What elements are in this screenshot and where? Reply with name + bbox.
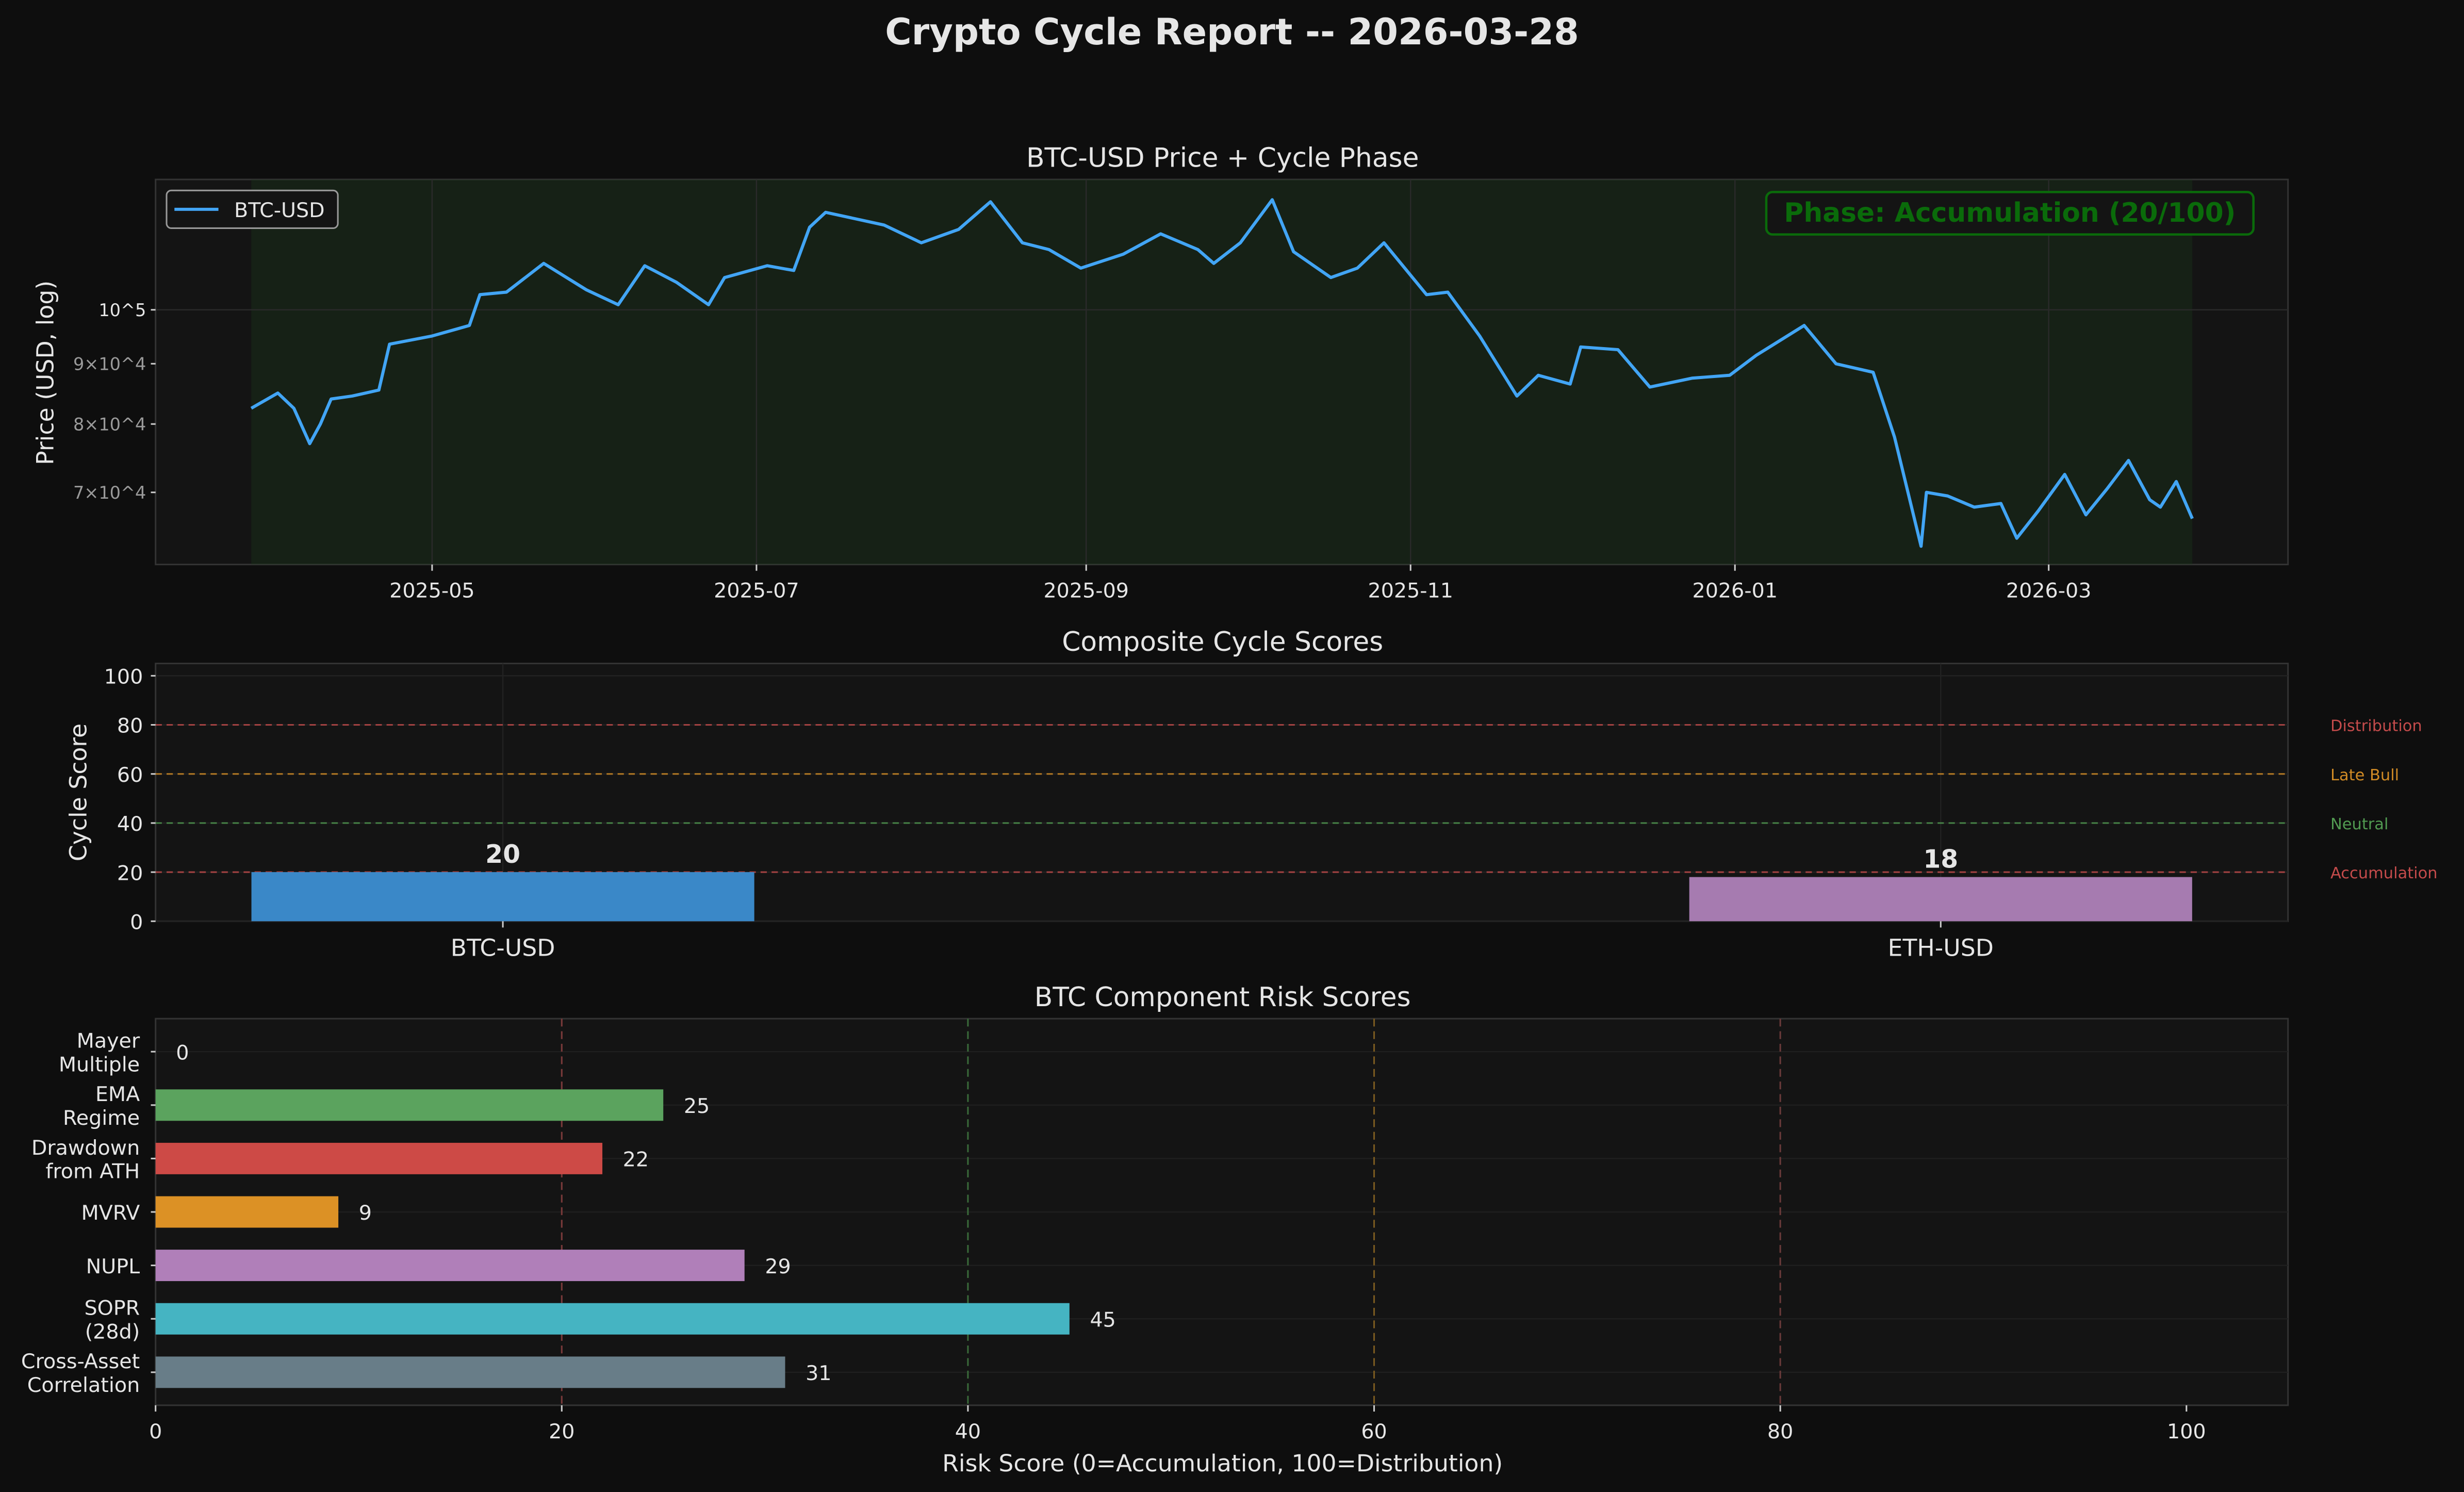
risk-score-panel: BTC Component Risk Scores Risk Score (0=…	[21, 982, 2289, 1477]
risk-panel-title: BTC Component Risk Scores	[1034, 982, 1411, 1013]
y-tick-label: 8×10^4	[73, 414, 146, 434]
x-tick-label: ETH-USD	[1888, 934, 1994, 961]
x-tick-label: 80	[1767, 1420, 1793, 1444]
y-tick-label-line: MVRV	[81, 1201, 140, 1225]
y-tick-label-line: (28d)	[85, 1320, 140, 1343]
y-tick-label: SOPR (28d)	[84, 1297, 140, 1344]
cycle-panel-title: Composite Cycle Scores	[1062, 627, 1383, 658]
y-tick-label: 60	[117, 763, 143, 787]
y-tick-label-line: Correlation	[27, 1373, 140, 1397]
threshold-label: Neutral	[2330, 815, 2388, 833]
phase-annotation: Phase: Accumulation (20/100)	[1765, 191, 2255, 236]
bar-data-label: 0	[176, 1041, 189, 1064]
risk-score-bar	[155, 1089, 664, 1121]
x-tick-label: 40	[955, 1420, 981, 1444]
phase-annotation-box	[1765, 191, 2255, 236]
bar-data-label: 22	[623, 1148, 649, 1172]
risk-score-bar	[155, 1303, 1070, 1335]
x-tick-label: BTC-USD	[451, 934, 555, 961]
threshold-label: Late Bull	[2330, 766, 2399, 784]
risk-score-bar	[155, 1142, 603, 1174]
y-tick-label-line: from ATH	[45, 1159, 140, 1183]
price-y-label: Price (USD, log)	[32, 281, 59, 465]
y-tick-label-line: Regime	[63, 1106, 140, 1130]
risk-score-bar	[155, 1196, 339, 1228]
cycle-score-panel: Composite Cycle Scores Cycle Score 0 20 40…	[65, 627, 2438, 961]
bar-data-label: 29	[765, 1255, 791, 1278]
price-panel-title: BTC-USD Price + Cycle Phase	[1026, 143, 1419, 174]
x-tick-label: 2026-03	[2006, 579, 2092, 603]
bar-data-label: 20	[485, 840, 520, 869]
x-tick-label: 20	[549, 1420, 574, 1444]
risk-score-bar	[155, 1250, 745, 1282]
y-tick-label-line: SOPR	[84, 1297, 140, 1320]
price-legend: BTC-USD	[166, 189, 339, 229]
y-tick-label: 9×10^4	[73, 354, 146, 374]
x-tick-label: 2025-11	[1368, 579, 1453, 603]
x-tick-label: 2025-05	[389, 579, 475, 603]
y-tick-label-line: Drawdown	[31, 1136, 140, 1160]
bar-data-label: 9	[359, 1201, 372, 1225]
x-tick-label: 2025-07	[714, 579, 799, 603]
y-tick-label: 80	[117, 714, 143, 738]
axes-frame	[155, 178, 2289, 566]
y-tick-label: 100	[104, 665, 143, 689]
x-tick-label: 2026-01	[1693, 579, 1778, 603]
y-tick-label: Drawdown from ATH	[31, 1136, 140, 1184]
y-tick-label-line: NUPL	[86, 1255, 140, 1278]
y-tick-label-line: Multiple	[59, 1053, 140, 1076]
y-tick-label: 40	[117, 812, 143, 836]
x-tick-label: 2025-09	[1043, 579, 1129, 603]
risk-score-bar	[155, 1356, 785, 1388]
y-tick-label-line: EMA	[95, 1083, 140, 1106]
y-tick-label: MVRV	[81, 1201, 140, 1225]
bar-data-label: 18	[1923, 845, 1958, 874]
cycle-score-bar	[251, 872, 754, 922]
y-tick-label-line: Cross-Asset	[21, 1350, 140, 1373]
y-tick-label: EMA Regime	[63, 1083, 140, 1130]
x-tick-label: 60	[1361, 1420, 1387, 1444]
cycle-score-bar	[1689, 877, 2192, 922]
legend-box	[166, 189, 339, 229]
x-tick-label: 0	[149, 1420, 162, 1444]
threshold-label: Accumulation	[2330, 864, 2438, 882]
y-tick-label: Cross-Asset Correlation	[21, 1350, 140, 1397]
y-tick-label: 20	[117, 861, 143, 885]
risk-x-label: Risk Score (0=Accumulation, 100=Distribu…	[942, 1450, 1503, 1477]
bar-data-label: 45	[1090, 1308, 1115, 1332]
legend-entry: BTC-USD	[234, 199, 325, 222]
y-tick-label: Mayer Multiple	[59, 1029, 140, 1077]
figure-title: Crypto Cycle Report -- 2026-03-28	[885, 11, 1579, 53]
phase-annotation-text: Phase: Accumulation (20/100)	[1784, 198, 2236, 228]
btc-price-line	[250, 198, 2194, 548]
threshold-label: Distribution	[2330, 717, 2422, 735]
y-tick-label-line: Mayer	[77, 1029, 140, 1053]
y-tick-label: 10^5	[98, 300, 146, 320]
price-panel: 2025-05 2025-07 2025-09 2025-11 2026-01 2026-…	[32, 143, 2289, 603]
y-tick-label: 7×10^4	[73, 483, 146, 503]
bar-data-label: 25	[684, 1094, 710, 1118]
cycle-y-label: Cycle Score	[65, 724, 92, 861]
bar-data-label: 31	[806, 1362, 831, 1385]
x-tick-label: 100	[2167, 1420, 2206, 1444]
phase-shading	[251, 179, 2193, 565]
y-tick-label: 0	[130, 910, 143, 934]
y-tick-label: NUPL	[86, 1255, 140, 1278]
